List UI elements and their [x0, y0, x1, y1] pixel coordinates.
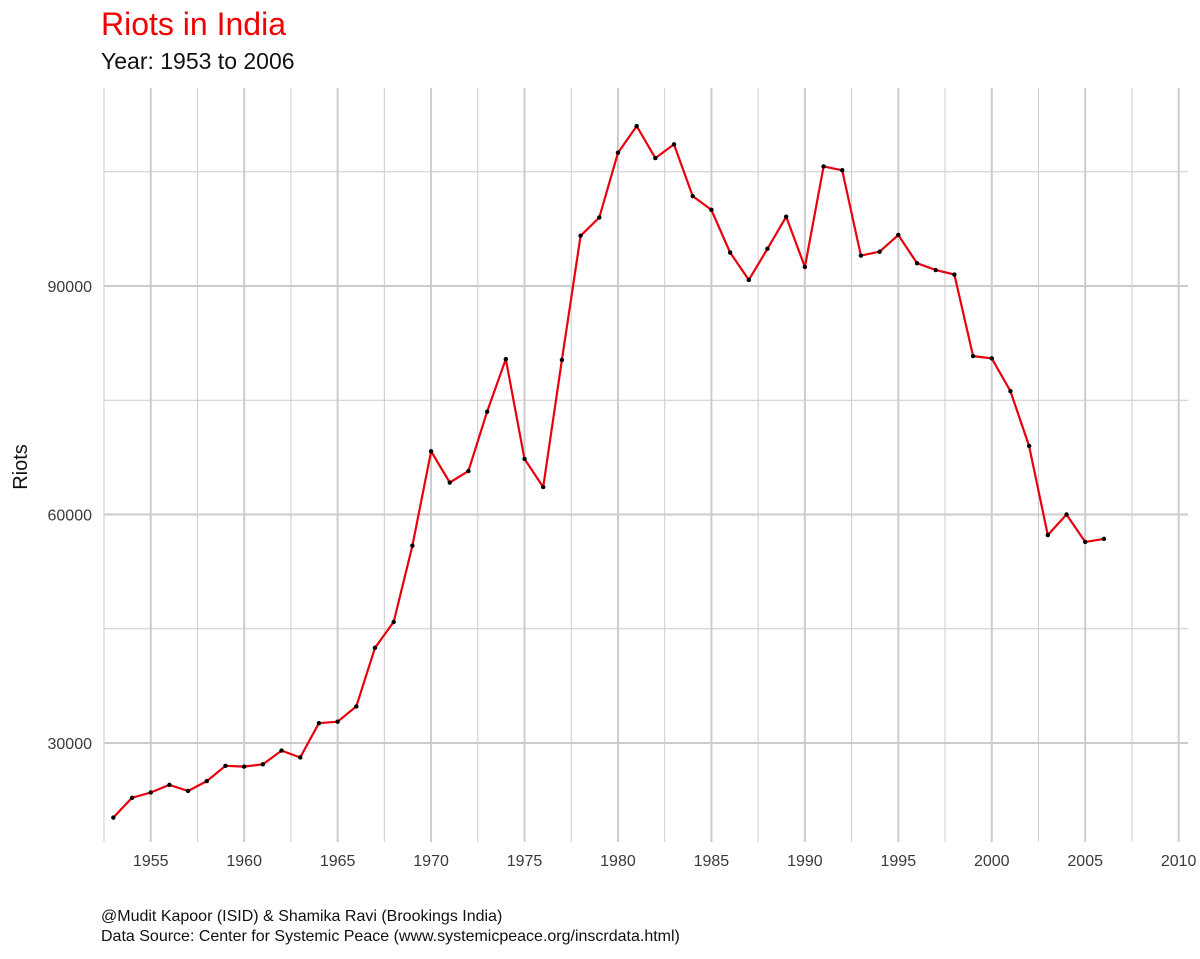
caption-authors: @Mudit Kapoor (ISID) & Shamika Ravi (Bro…: [101, 908, 503, 925]
data-point: [1026, 443, 1032, 449]
x-tick-label: 1955: [133, 853, 169, 870]
x-tick-label: 1975: [507, 853, 543, 870]
x-tick-label: 2010: [1161, 853, 1197, 870]
data-point: [802, 264, 808, 270]
data-point: [391, 619, 396, 625]
series-line: [112, 124, 1106, 819]
y-tick-label: 60000: [48, 508, 93, 525]
data-point: [466, 468, 471, 474]
caption-source: Data Source: Center for Systemic Peace (…: [101, 928, 680, 945]
data-point: [746, 277, 751, 283]
data-point: [896, 232, 901, 238]
data-point: [840, 168, 845, 173]
data-point: [223, 763, 228, 769]
data-point: [559, 357, 565, 363]
data-point: [597, 215, 602, 220]
data-point: [989, 356, 994, 361]
data-point: [428, 449, 434, 454]
data-point: [1045, 532, 1051, 538]
x-tick-label: 1995: [881, 853, 917, 870]
data-point: [279, 748, 284, 753]
data-point: [129, 795, 135, 801]
x-tick-label: 1990: [787, 853, 823, 870]
data-point: [877, 249, 882, 254]
data-point: [354, 704, 359, 709]
data-point: [111, 815, 116, 820]
x-tick-label: 1980: [600, 853, 636, 870]
data-point: [260, 762, 266, 767]
data-point: [858, 253, 864, 258]
major-gridlines: [104, 88, 1188, 842]
y-axis-title: Riots: [10, 444, 32, 490]
data-point: [615, 150, 621, 155]
data-point: [484, 409, 490, 414]
data-point: [541, 484, 546, 490]
data-point: [634, 123, 639, 129]
y-tick-label: 90000: [48, 279, 93, 296]
data-point: [821, 164, 826, 169]
data-points: [111, 123, 1107, 820]
x-tick-label: 1965: [320, 853, 356, 870]
data-point: [914, 260, 920, 266]
data-point: [1008, 388, 1013, 394]
data-point: [1101, 536, 1107, 542]
data-point: [709, 207, 714, 213]
y-axis-tick-labels: 30000 60000 90000: [48, 279, 93, 753]
data-point: [410, 543, 415, 548]
data-point: [783, 214, 789, 219]
chart-title: Riots in India: [101, 6, 286, 42]
data-point: [578, 233, 583, 238]
data-point: [185, 788, 191, 794]
x-tick-label: 2005: [1067, 853, 1103, 870]
data-point: [167, 782, 172, 788]
x-tick-label: 1970: [413, 853, 449, 870]
data-point: [241, 764, 247, 769]
data-point: [503, 356, 509, 362]
data-point: [1064, 512, 1069, 517]
data-point: [204, 778, 209, 784]
data-point: [148, 790, 153, 795]
data-point: [316, 720, 322, 726]
x-tick-label: 1960: [226, 853, 262, 870]
data-point: [727, 250, 733, 255]
data-point: [447, 480, 452, 485]
data-point: [298, 755, 303, 760]
x-axis-tick-labels: 1955 1960 1965 1970 1975 1980 1985 1990 1995 2000…: [133, 853, 1197, 870]
data-point: [335, 719, 340, 724]
data-point: [671, 142, 677, 147]
y-tick-label: 30000: [48, 736, 93, 753]
data-point: [372, 645, 378, 650]
data-point: [653, 155, 658, 161]
data-point: [522, 456, 527, 462]
series-lines: [112, 124, 1106, 819]
data-point: [690, 193, 695, 199]
data-point: [765, 246, 770, 251]
x-tick-label: 1985: [694, 853, 730, 870]
data-point: [1083, 539, 1088, 545]
data-point: [933, 267, 938, 273]
minor-gridlines: [103, 88, 1188, 842]
data-point: [970, 353, 976, 359]
data-point: [952, 272, 957, 277]
x-tick-label: 2000: [974, 853, 1010, 870]
chart-subtitle: Year: 1953 to 2006: [101, 48, 295, 74]
